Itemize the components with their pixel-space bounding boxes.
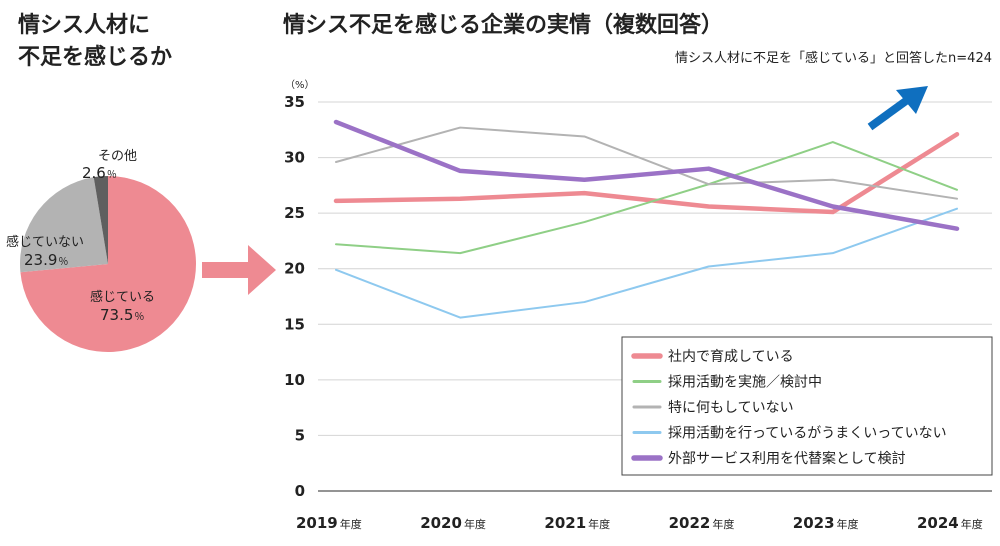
y-axis-ticks: 0 5 10 15 20 25 30 35	[284, 93, 305, 500]
series-line-1	[335, 141, 958, 255]
y-tick-label: 35	[284, 93, 305, 111]
y-tick-label: 30	[284, 149, 305, 167]
trend-up-arrow-icon	[867, 86, 928, 131]
y-tick-label: 15	[284, 315, 305, 333]
left-title-line2: 不足を感じるか	[18, 44, 172, 70]
legend-label-0: 社内で育成している	[668, 349, 794, 365]
transition-arrow-icon	[202, 245, 276, 295]
pie-labels: その他 2.6％ 感じていない 23.9％ 感じている 73.5％	[6, 149, 155, 324]
pie-label-not-feeling: 感じていない	[6, 234, 84, 250]
x-tick-label: 2023 年度	[793, 514, 859, 532]
pie-label-other: その他	[98, 149, 137, 164]
series-line-3	[335, 207, 958, 319]
series-line-4	[333, 119, 960, 231]
x-tick-label: 2019 年度	[296, 514, 362, 532]
x-tick-label: 2022 年度	[669, 514, 735, 532]
chart-legend: 社内で育成している採用活動を実施／検討中特に何もしていない採用活動を行っているが…	[621, 336, 993, 476]
pie-value-feeling: 73.5％	[100, 306, 144, 324]
y-tick-label: 10	[284, 371, 305, 389]
chart-subtitle: 情シス人材に不足を「感じている」と回答したn=424	[675, 50, 992, 66]
y-axis-unit: （%）	[285, 79, 315, 91]
pie-label-feeling: 感じている	[90, 289, 155, 305]
left-title-line1: 情シス人材に	[18, 12, 150, 38]
x-tick-label: 2021 年度	[544, 514, 610, 532]
y-tick-label: 0	[295, 482, 305, 500]
x-tick-label: 2024 年度	[917, 514, 983, 532]
pie-slice-2	[93, 176, 108, 264]
chart-series-lines	[333, 119, 960, 319]
main-title: 情シス不足を感じる企業の実情（複数回答）	[283, 12, 723, 38]
pie-slice-1	[20, 177, 109, 273]
pie-value-not-feeling: 23.9％	[24, 251, 68, 269]
series-line-0	[333, 131, 960, 215]
legend-box	[621, 336, 993, 476]
y-tick-label: 20	[284, 260, 305, 278]
pie-value-other: 2.6％	[82, 164, 117, 182]
legend-label-4: 外部サービス利用を代替案として検討	[668, 450, 906, 467]
series-line-2	[335, 126, 958, 200]
y-tick-label: 5	[295, 426, 305, 444]
pie-slice-0	[20, 176, 196, 352]
legend-label-2: 特に何もしていない	[668, 400, 794, 416]
x-tick-label: 2020 年度	[420, 514, 486, 532]
legend-label-1: 採用活動を実施／検討中	[668, 375, 822, 391]
pie-chart	[20, 176, 196, 352]
x-axis-ticks: 2019 年度 2020 年度 2021 年度 2022 年度 2023 年度 2024 年度	[296, 514, 983, 532]
legend-label-3: 採用活動を行っているがうまくいっていない	[668, 426, 947, 442]
y-tick-label: 25	[284, 204, 305, 222]
